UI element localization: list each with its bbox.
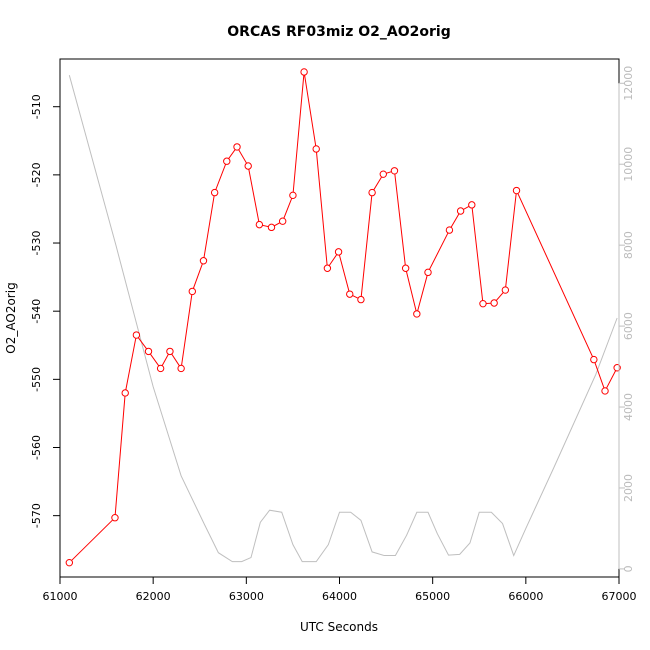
data-point bbox=[357, 295, 365, 304]
data-point bbox=[501, 286, 510, 294]
data-point bbox=[334, 248, 343, 256]
data-point bbox=[512, 186, 521, 195]
data-point bbox=[456, 207, 465, 215]
secondary-series bbox=[68, 75, 618, 563]
y-tick-label: -510 bbox=[30, 94, 43, 119]
data-point bbox=[278, 217, 287, 225]
data-point bbox=[177, 364, 185, 373]
secondary-series-line bbox=[68, 75, 618, 563]
x-tick-label: 67000 bbox=[602, 590, 637, 603]
data-point bbox=[156, 364, 165, 373]
data-point bbox=[413, 310, 421, 318]
data-point bbox=[312, 145, 320, 153]
chart-title: ORCAS RF03miz O2_AO2orig bbox=[227, 24, 450, 40]
y2-tick-label: 10000 bbox=[622, 147, 635, 182]
y2-tick-label: 6000 bbox=[622, 312, 635, 340]
x-tick-label: 61000 bbox=[43, 590, 78, 603]
y2-axis: 0 2000 4000 6000 8000 10000 12000 bbox=[618, 66, 635, 572]
data-point bbox=[390, 167, 399, 175]
y-tick-label: -540 bbox=[30, 299, 43, 324]
data-point bbox=[401, 264, 410, 272]
data-point bbox=[267, 223, 276, 232]
y-tick-label: -570 bbox=[30, 503, 43, 528]
data-point bbox=[346, 290, 354, 298]
y-tick-label: -530 bbox=[30, 231, 43, 256]
x-tick-label: 65000 bbox=[415, 590, 450, 603]
data-point bbox=[144, 347, 153, 356]
data-point bbox=[289, 191, 297, 200]
y2-tick-label: 12000 bbox=[622, 66, 635, 101]
x-axis: 61000 62000 63000 64000 65000 66000 67000 bbox=[43, 576, 637, 603]
data-point bbox=[210, 188, 219, 197]
data-point bbox=[244, 162, 252, 170]
x-tick-label: 64000 bbox=[322, 590, 357, 603]
data-point bbox=[601, 387, 609, 395]
primary-series bbox=[65, 68, 621, 567]
y2-tick-label: 4000 bbox=[622, 393, 635, 421]
y-axis: -570 -560 -550 -540 -530 -520 -510 bbox=[30, 94, 61, 528]
y-tick-label: -560 bbox=[30, 435, 43, 460]
x-tick-label: 63000 bbox=[229, 590, 264, 603]
data-point bbox=[65, 558, 74, 567]
y2-tick-label: 8000 bbox=[622, 231, 635, 259]
data-point bbox=[490, 299, 498, 307]
data-point bbox=[323, 264, 332, 272]
y-axis-label: O2_AO2orig bbox=[4, 282, 18, 353]
x-tick-label: 66000 bbox=[508, 590, 543, 603]
y-tick-label: -550 bbox=[30, 367, 43, 392]
data-point bbox=[233, 143, 241, 151]
data-point bbox=[166, 347, 174, 356]
x-tick-label: 62000 bbox=[136, 590, 171, 603]
data-point bbox=[199, 257, 208, 265]
data-point bbox=[468, 201, 476, 209]
data-point bbox=[255, 220, 264, 229]
data-point bbox=[445, 226, 454, 234]
y2-tick-label: 0 bbox=[622, 565, 635, 572]
y2-tick-label: 2000 bbox=[622, 474, 635, 502]
data-point bbox=[111, 514, 119, 522]
data-point bbox=[300, 68, 308, 76]
data-point bbox=[188, 287, 196, 296]
data-point bbox=[590, 355, 598, 364]
data-point bbox=[479, 299, 487, 308]
data-point bbox=[223, 157, 231, 165]
data-point bbox=[379, 170, 387, 178]
data-point bbox=[424, 268, 432, 277]
data-point bbox=[121, 389, 129, 397]
y-tick-label: -520 bbox=[30, 162, 43, 187]
primary-series-line bbox=[68, 71, 618, 564]
x-axis-label: UTC Seconds bbox=[300, 620, 378, 634]
data-point bbox=[368, 188, 376, 197]
plot-frame bbox=[59, 58, 620, 578]
data-point bbox=[132, 331, 141, 339]
